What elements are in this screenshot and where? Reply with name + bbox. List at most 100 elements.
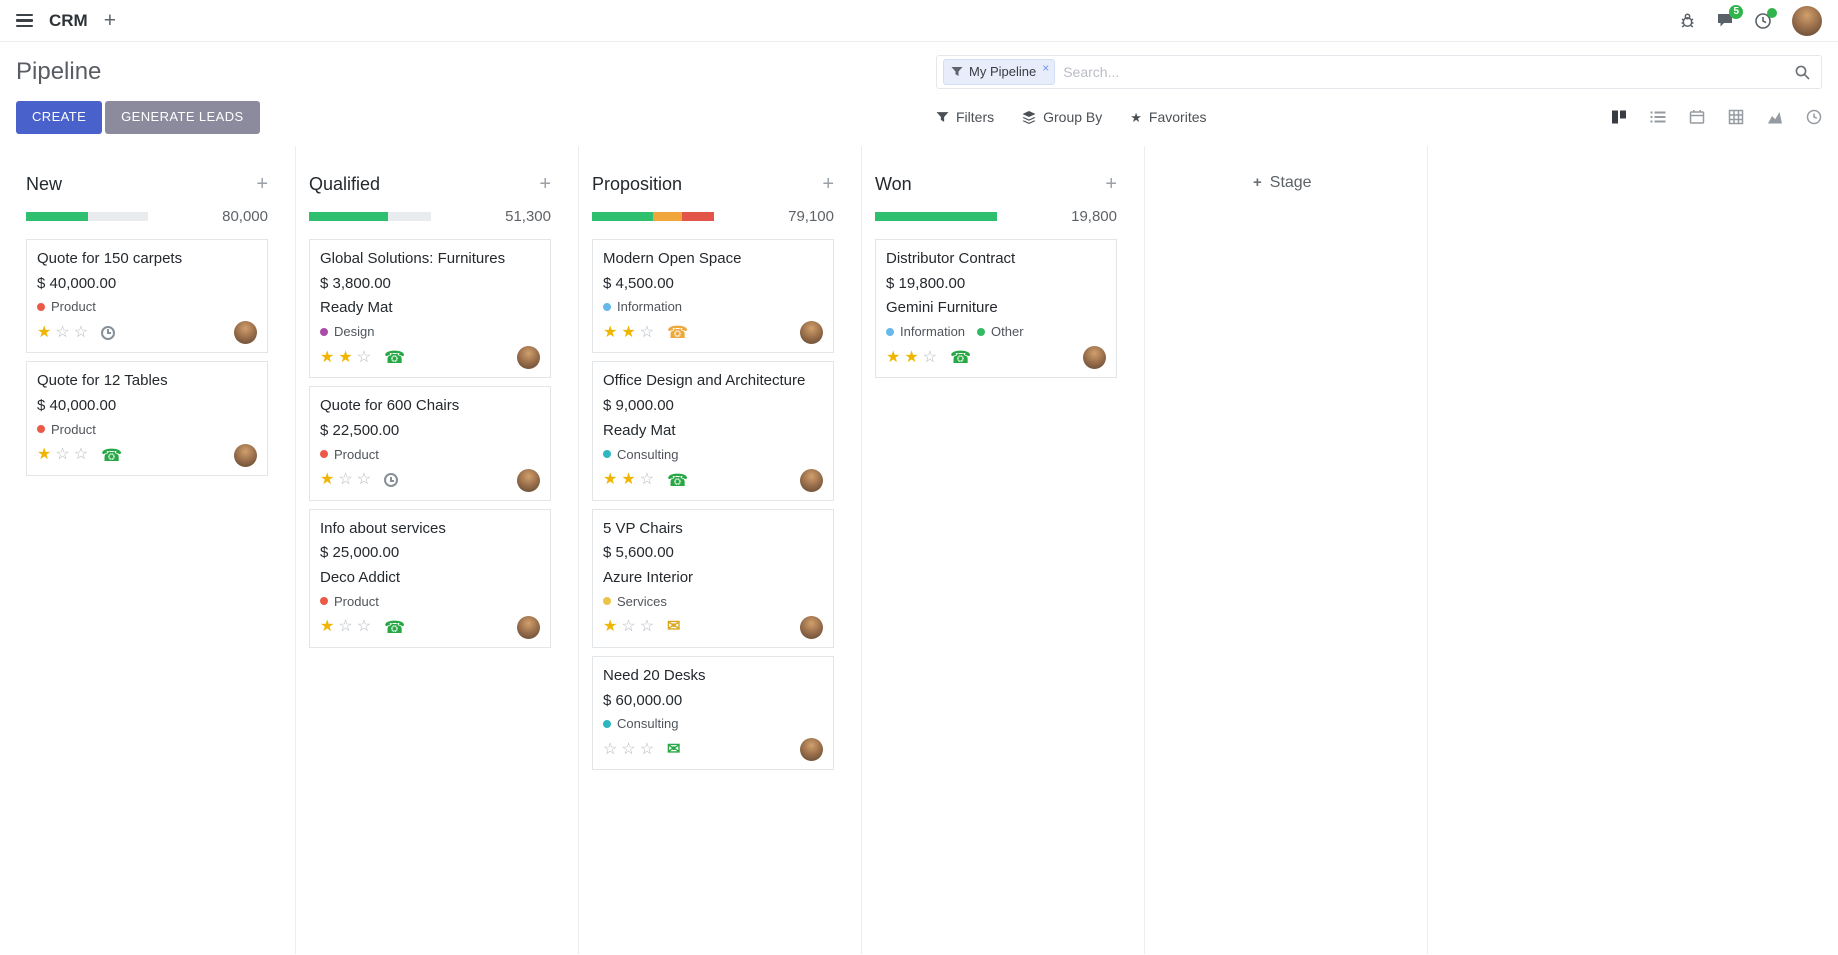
star-icon[interactable]: ★: [37, 323, 52, 341]
progress-segment[interactable]: [26, 211, 89, 221]
add-record-button[interactable]: +: [822, 173, 834, 196]
phone-icon[interactable]: [950, 349, 971, 366]
star-icon[interactable]: ☆: [55, 323, 70, 341]
group-by-button[interactable]: Group By: [1022, 109, 1102, 125]
column-progressbar[interactable]: [26, 211, 148, 221]
star-icon[interactable]: ★: [603, 323, 618, 341]
column-progressbar[interactable]: [309, 211, 431, 221]
phone-icon[interactable]: [667, 324, 688, 341]
avatar[interactable]: [800, 615, 823, 639]
kanban-card[interactable]: Office Design and Architecture $ 9,000.0…: [592, 361, 834, 501]
create-button[interactable]: CREATE: [16, 101, 103, 134]
apps-menu-button[interactable]: [16, 13, 33, 28]
avatar[interactable]: [517, 468, 540, 492]
progress-segment[interactable]: [875, 211, 997, 221]
star-icon[interactable]: ★: [886, 348, 901, 366]
generate-leads-button[interactable]: GENERATE LEADS: [105, 101, 260, 134]
star-icon[interactable]: ☆: [639, 618, 655, 636]
priority-stars[interactable]: ★ ★ ☆: [886, 348, 938, 366]
priority-stars[interactable]: ★ ☆ ☆: [320, 619, 371, 635]
add-record-button[interactable]: +: [1105, 173, 1117, 196]
debug-button[interactable]: [1679, 12, 1696, 29]
add-stage-button[interactable]: + Stage: [1253, 174, 1312, 192]
star-icon[interactable]: ☆: [356, 348, 372, 366]
search-input[interactable]: [1063, 64, 1786, 80]
add-record-button[interactable]: +: [256, 173, 268, 196]
star-icon[interactable]: ★: [904, 348, 919, 366]
avatar[interactable]: [1083, 346, 1106, 370]
kanban-card[interactable]: Quote for 150 carpets $ 40,000.00 Produc…: [26, 238, 268, 354]
star-icon[interactable]: ☆: [639, 740, 655, 758]
avatar[interactable]: [800, 468, 823, 492]
phone-icon[interactable]: [667, 472, 688, 489]
priority-stars[interactable]: ★ ★ ☆: [603, 472, 654, 488]
filters-button[interactable]: Filters: [936, 109, 994, 125]
calendar-view-button[interactable]: [1689, 109, 1705, 125]
search-icon[interactable]: [1794, 64, 1811, 81]
star-icon[interactable]: ★: [320, 348, 335, 366]
close-icon[interactable]: ×: [1042, 61, 1050, 75]
star-icon[interactable]: ☆: [639, 471, 655, 489]
priority-stars[interactable]: ☆ ☆ ☆: [603, 740, 655, 758]
favorites-button[interactable]: ★ Favorites: [1130, 109, 1206, 125]
star-icon[interactable]: ☆: [922, 348, 938, 366]
avatar[interactable]: [800, 321, 823, 345]
graph-view-button[interactable]: [1767, 109, 1783, 125]
priority-stars[interactable]: ★ ☆ ☆: [320, 472, 371, 488]
kanban-view-button[interactable]: [1611, 109, 1627, 125]
search-bar[interactable]: My Pipeline ×: [936, 55, 1822, 89]
progress-segment[interactable]: [592, 211, 653, 221]
app-name[interactable]: CRM: [49, 10, 88, 30]
messages-button[interactable]: 5: [1716, 5, 1743, 29]
clock-icon[interactable]: [101, 325, 116, 340]
activities-button[interactable]: [1754, 7, 1777, 30]
star-icon[interactable]: ★: [621, 323, 636, 341]
avatar[interactable]: [234, 443, 257, 467]
add-record-button[interactable]: +: [539, 173, 551, 196]
user-menu-button[interactable]: [1792, 5, 1822, 36]
star-icon[interactable]: ★: [320, 618, 335, 636]
star-icon[interactable]: ☆: [338, 618, 353, 636]
pivot-view-button[interactable]: [1728, 109, 1744, 125]
kanban-card[interactable]: Quote for 600 Chairs $ 22,500.00 Product…: [309, 386, 551, 501]
avatar[interactable]: [234, 321, 257, 345]
star-icon[interactable]: ☆: [639, 323, 655, 341]
kanban-card[interactable]: Quote for 12 Tables $ 40,000.00 Product …: [26, 361, 268, 476]
progress-segment[interactable]: [653, 211, 683, 221]
star-icon[interactable]: ☆: [621, 618, 636, 636]
envelope-icon[interactable]: [667, 619, 680, 635]
star-icon[interactable]: ★: [603, 471, 618, 489]
star-icon[interactable]: ☆: [55, 446, 70, 464]
kanban-card[interactable]: Info about services $ 25,000.00 Deco Add…: [309, 508, 551, 648]
star-icon[interactable]: ★: [603, 618, 618, 636]
star-icon[interactable]: ☆: [356, 471, 372, 489]
phone-icon[interactable]: [384, 349, 405, 366]
priority-stars[interactable]: ★ ☆ ☆: [37, 323, 89, 341]
navbar-plus-button[interactable]: +: [104, 10, 116, 31]
priority-stars[interactable]: ★ ☆ ☆: [37, 447, 88, 463]
avatar[interactable]: [517, 615, 540, 639]
priority-stars[interactable]: ★ ★ ☆: [320, 348, 372, 366]
phone-icon[interactable]: [101, 447, 122, 464]
progress-segment[interactable]: [682, 211, 714, 221]
envelope-icon[interactable]: [667, 742, 680, 758]
kanban-card[interactable]: Global Solutions: Furnitures $ 3,800.00 …: [309, 238, 551, 379]
star-icon[interactable]: ☆: [356, 618, 372, 636]
star-icon[interactable]: ★: [320, 471, 335, 489]
star-icon[interactable]: ☆: [603, 740, 618, 758]
priority-stars[interactable]: ★ ☆ ☆: [603, 619, 654, 635]
kanban-card[interactable]: Distributor Contract $ 19,800.00 Gemini …: [875, 238, 1117, 379]
star-icon[interactable]: ★: [37, 446, 52, 464]
column-progressbar[interactable]: [592, 211, 714, 221]
kanban-card[interactable]: Need 20 Desks $ 60,000.00 Consulting ☆ ☆ ☆: [592, 655, 834, 771]
priority-stars[interactable]: ★ ★ ☆: [603, 323, 655, 341]
column-progressbar[interactable]: [875, 211, 997, 221]
star-icon[interactable]: ☆: [621, 740, 636, 758]
avatar[interactable]: [517, 346, 540, 370]
clock-icon[interactable]: [384, 473, 399, 488]
phone-icon[interactable]: [384, 619, 405, 636]
list-view-button[interactable]: [1650, 109, 1666, 125]
star-icon[interactable]: ☆: [73, 323, 89, 341]
activity-view-button[interactable]: [1806, 109, 1822, 125]
star-icon[interactable]: ☆: [73, 446, 89, 464]
